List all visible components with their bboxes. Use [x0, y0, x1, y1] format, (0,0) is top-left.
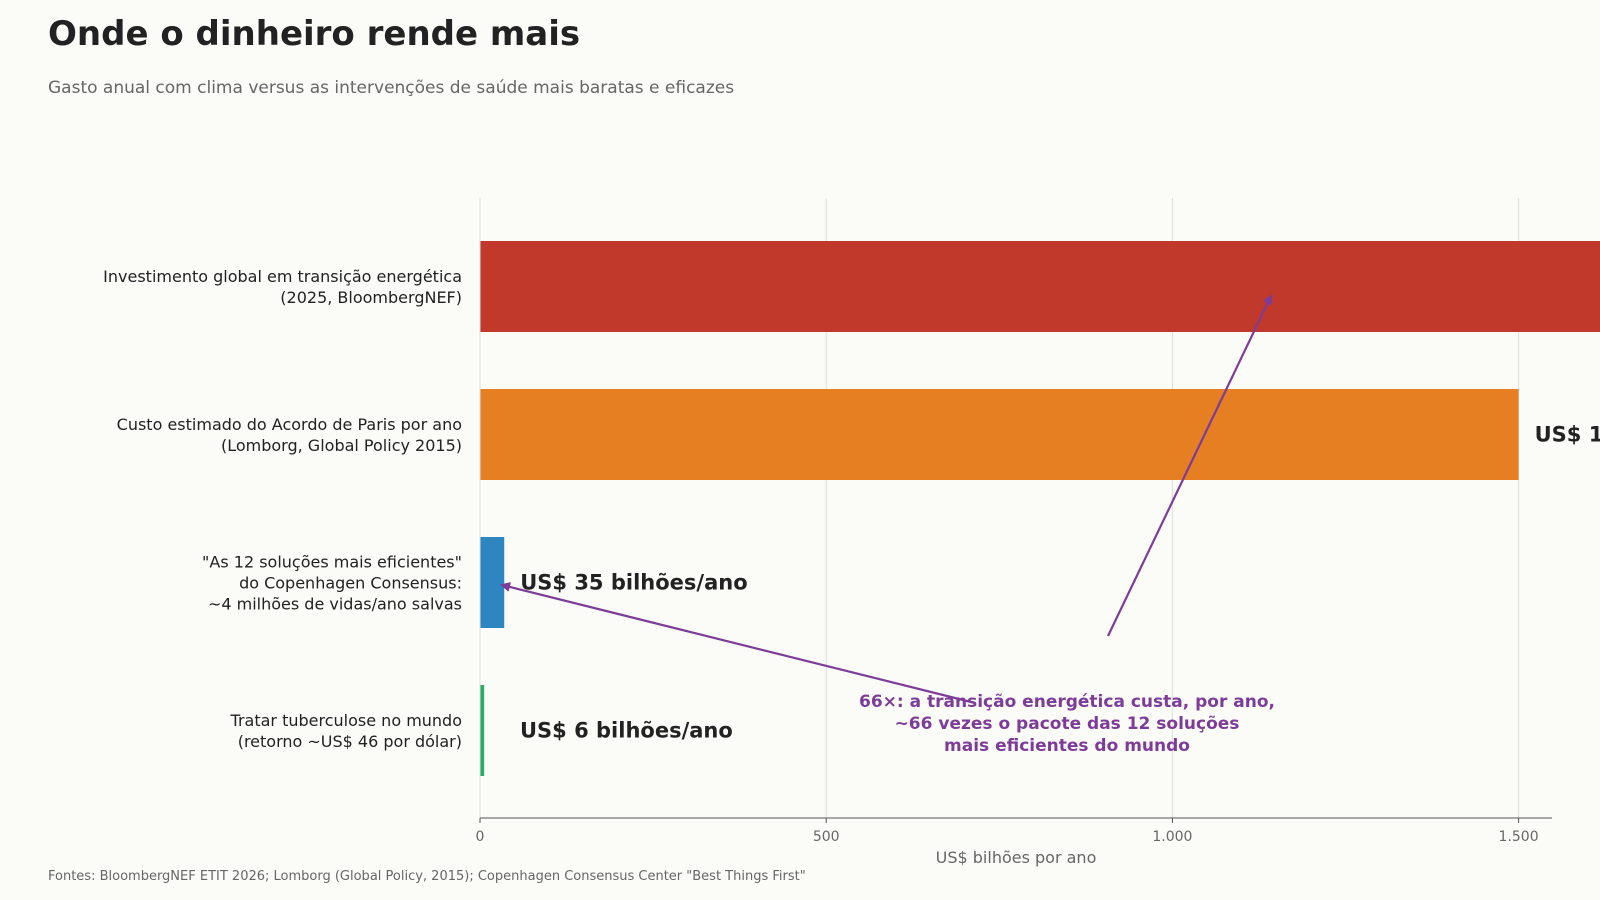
x-tick-label: 1.000 [1152, 829, 1192, 845]
value-label-4: US$ 6 bilhões/ano [520, 719, 733, 743]
x-tick-label: 0 [476, 829, 485, 845]
bar-2 [480, 389, 1519, 480]
annotation-arrow-small [500, 582, 976, 705]
category-label-3: "As 12 soluções mais eficientes" do Copen… [202, 553, 462, 614]
category-label-2: Custo estimado do Acordo de Paris por an… [117, 415, 462, 455]
x-tick-label: 500 [813, 829, 840, 845]
x-tick-label: 1.500 [1499, 829, 1539, 845]
annotation-text: 66×: a transição energética custa, por a… [859, 692, 1275, 756]
value-label-2: US$ 1 a 2 trilhões/ano [1535, 423, 1600, 447]
source-note: Fontes: BloombergNEF ETIT 2026; Lomborg … [48, 869, 806, 884]
bar-1 [480, 241, 1600, 332]
category-label-4: Tratar tuberculose no mundo (retorno ~US$… [230, 711, 462, 751]
chart-subtitle: Gasto anual com clima versus as interven… [48, 78, 735, 98]
annotation-arrow-large [1107, 294, 1273, 637]
value-label-3: US$ 35 bilhões/ano [520, 571, 747, 595]
bar-4 [480, 685, 485, 776]
category-label-1: Investimento global em transição energét… [103, 267, 462, 307]
chart-title: Onde o dinheiro rende mais [48, 14, 581, 54]
x-axis-label: US$ bilhões por ano [936, 848, 1097, 867]
bar-3 [480, 537, 505, 628]
